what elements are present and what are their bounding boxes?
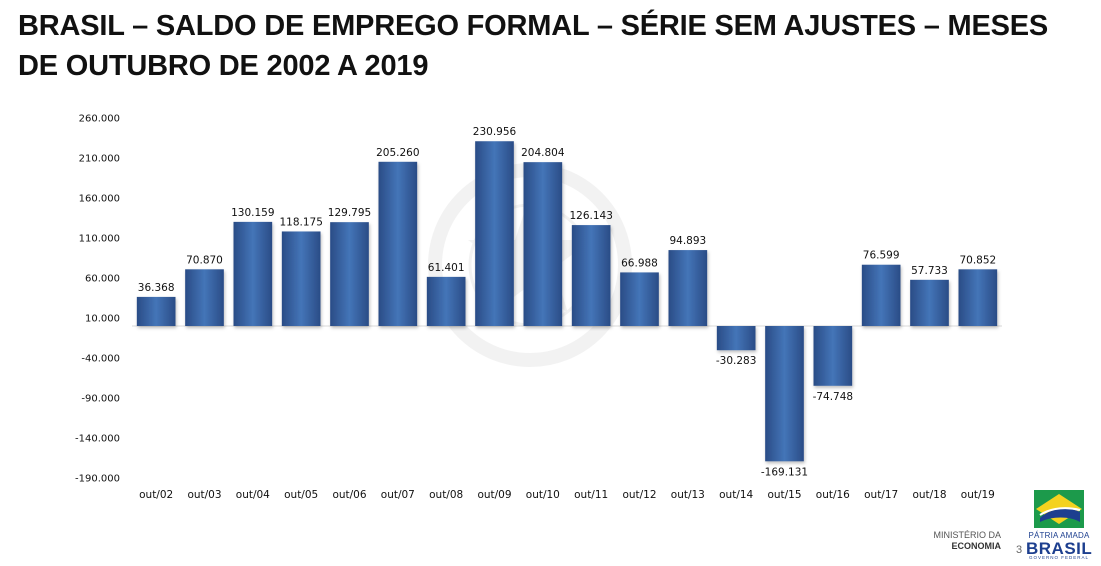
x-tick-label: out/11: [574, 489, 608, 501]
data-label: 61.401: [428, 262, 465, 274]
chart-title-line-2: DE OUTUBRO DE 2002 A 2019: [18, 50, 429, 82]
ministry-line-2: ECONOMIA: [951, 541, 1002, 551]
x-tick-label: out/07: [381, 489, 415, 501]
ministry-line-1: MINISTÉRIO DA: [933, 530, 1001, 540]
x-tick-label: out/09: [477, 489, 511, 501]
bar-out-17: [861, 264, 901, 326]
data-label: 204.804: [521, 147, 565, 159]
x-tick-label: out/10: [526, 489, 560, 501]
chart-title-line-1: BRASIL – SALDO DE EMPREGO FORMAL – SÉRIE…: [18, 10, 1049, 42]
chart-title: BRASIL – SALDO DE EMPREGO FORMAL – SÉRIE…: [18, 6, 1048, 86]
y-tick-label: -140.000: [75, 434, 120, 445]
bar-out-08: [426, 276, 466, 326]
y-tick-label: 10.000: [85, 314, 120, 325]
data-label: 130.159: [231, 207, 274, 219]
bar-out-19: [958, 269, 998, 326]
bar-out-07: [378, 161, 418, 326]
bar-out-03: [185, 269, 224, 326]
data-label: 118.175: [279, 216, 322, 228]
brand-line-1: PÁTRIA AMADA: [1028, 531, 1090, 540]
x-tick-label: out/03: [187, 489, 221, 501]
y-tick-label: -40.000: [81, 354, 120, 365]
bar-out-14: [716, 326, 756, 351]
x-tick-label: out/15: [767, 489, 801, 501]
bar-out-13: [668, 250, 708, 326]
bar-out-12: [620, 272, 659, 326]
x-tick-label: out/19: [961, 489, 995, 501]
data-label: 129.795: [328, 207, 371, 219]
y-tick-label: 210.000: [79, 154, 120, 165]
x-tick-label: out/16: [816, 489, 850, 501]
x-tick-label: out/02: [139, 489, 173, 501]
x-tick-label: out/17: [864, 489, 898, 501]
x-tick-label: out/12: [622, 489, 656, 501]
patria-amada-brasil-logo: PÁTRIA AMADA BRASIL GOVERNO FEDERAL: [1026, 488, 1092, 562]
page-number: 3: [1016, 544, 1023, 556]
data-label: -169.131: [761, 466, 808, 478]
bar-out-11: [571, 225, 611, 326]
x-tick-label: out/08: [429, 489, 463, 501]
y-tick-label: -90.000: [81, 394, 120, 405]
data-label: 76.599: [863, 250, 900, 262]
data-label: 66.988: [621, 257, 658, 269]
bar-out-09: [475, 141, 514, 326]
bar-out-10: [523, 162, 563, 326]
y-tick-label: 160.000: [79, 194, 120, 205]
y-tick-label: 110.000: [79, 234, 120, 245]
brand-line-3: GOVERNO FEDERAL: [1028, 555, 1089, 560]
x-tick-label: out/05: [284, 489, 318, 501]
brand-line-2: BRASIL: [1026, 539, 1093, 558]
bar-out-16: [813, 326, 853, 386]
bar-out-02: [136, 296, 176, 326]
y-tick-label: -190.000: [75, 474, 120, 485]
x-tick-label: out/13: [671, 489, 705, 501]
bar-out-04: [233, 221, 273, 326]
data-label: 205.260: [376, 147, 419, 159]
bar-out-05: [281, 231, 321, 326]
data-label: 126.143: [569, 210, 612, 222]
y-tick-label: 260.000: [79, 114, 120, 125]
x-tick-label: out/04: [236, 489, 270, 501]
x-tick-label: out/14: [719, 489, 753, 501]
data-label: -30.283: [716, 355, 757, 367]
brazil-flag-icon: [1034, 490, 1084, 528]
data-label: 230.956: [473, 126, 517, 138]
bar-out-06: [330, 222, 369, 326]
data-label: 57.733: [911, 265, 948, 277]
data-label: -74.748: [813, 391, 854, 403]
x-tick-label: out/18: [912, 489, 946, 501]
bar-out-15: [765, 326, 804, 462]
y-tick-label: 60.000: [85, 274, 120, 285]
ministry-logo-text: MINISTÉRIO DA ECONOMIA: [933, 530, 1001, 552]
x-tick-label: out/06: [332, 489, 366, 501]
data-label: 94.893: [669, 235, 706, 247]
data-label: 70.870: [186, 254, 223, 266]
bar-out-18: [910, 279, 949, 326]
data-label: 70.852: [959, 254, 996, 266]
data-label: 36.368: [138, 282, 175, 294]
